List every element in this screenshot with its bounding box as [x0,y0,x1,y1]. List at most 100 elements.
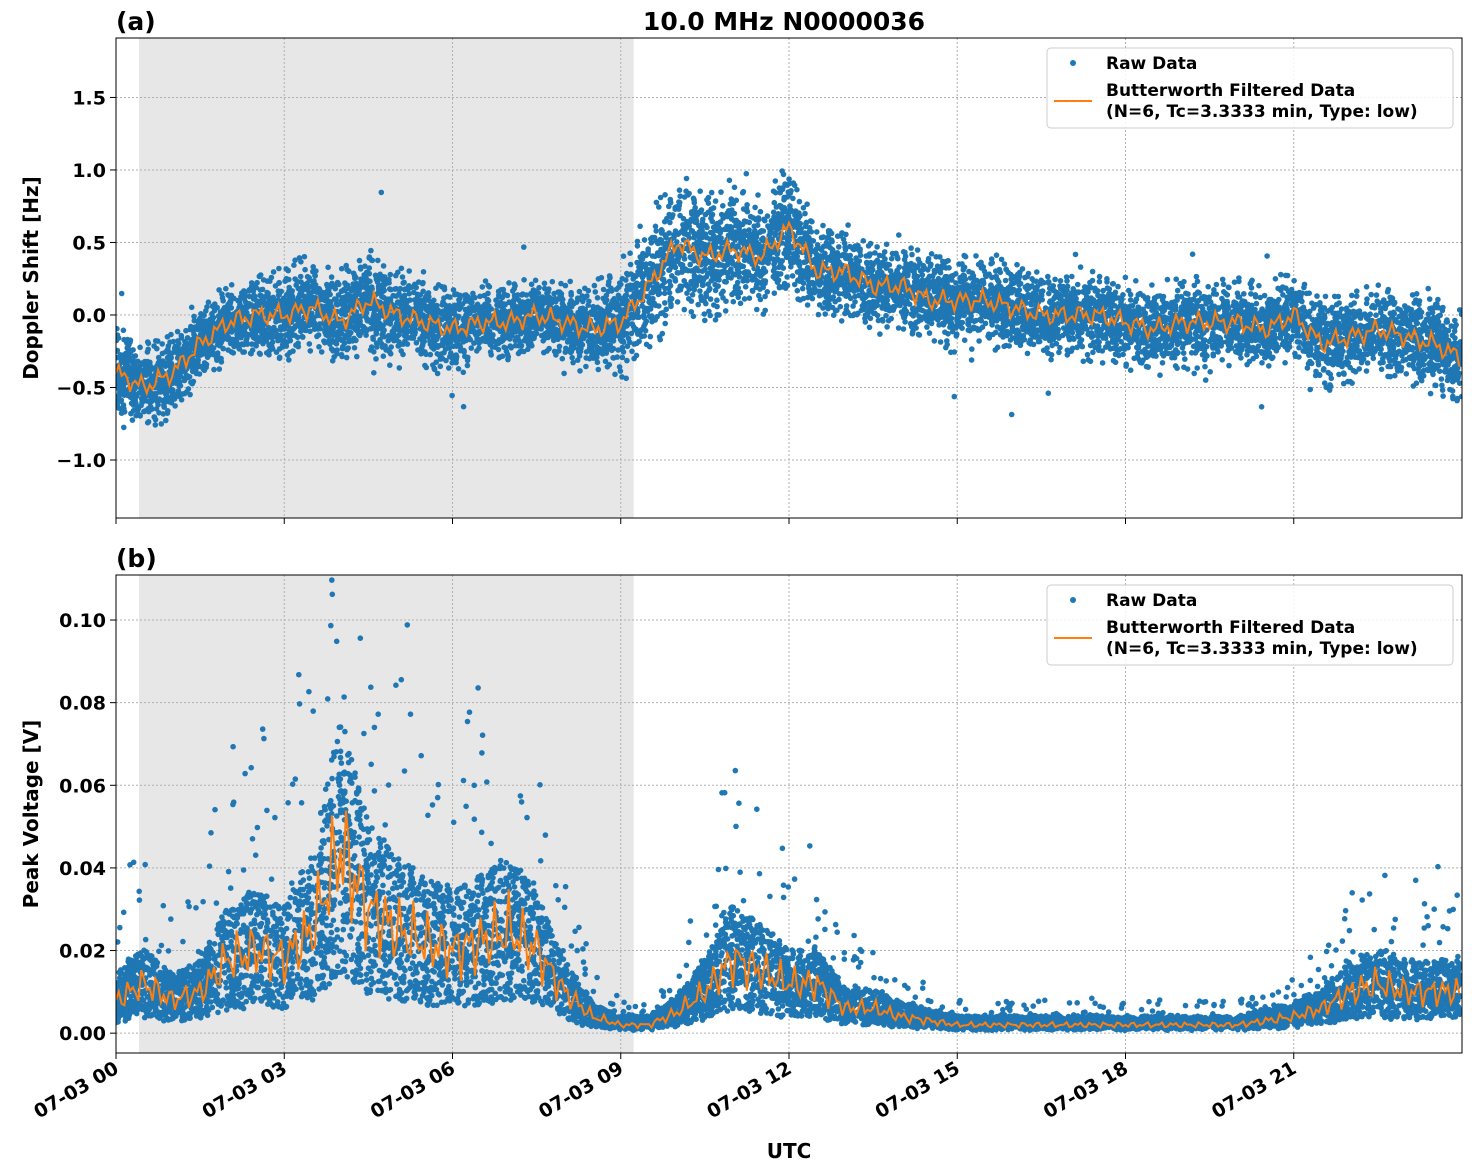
raw-point [992,347,999,353]
raw-point [1038,277,1044,284]
raw-point [159,350,166,357]
raw-point [794,287,801,294]
raw-point [730,298,737,305]
raw-point [687,261,693,268]
raw-point [647,333,654,340]
raw-point [1034,283,1040,290]
raw-point [884,324,890,330]
raw-point [183,327,189,334]
raw-data-points [116,168,1462,431]
raw-point [959,319,966,326]
raw-point [479,284,486,290]
raw-point [1248,291,1254,297]
y-tick-label: 1.0 [72,160,106,182]
raw-point [521,277,527,283]
raw-point [743,170,750,177]
raw-point [786,176,792,182]
raw-point [1002,277,1009,284]
raw-point [785,193,792,199]
raw-point [657,194,664,201]
raw-point [866,324,873,331]
raw-point [506,280,512,286]
raw-point [617,368,624,374]
raw-point [118,290,125,297]
raw-point [1205,283,1211,290]
raw-point [976,338,982,344]
raw-point [945,257,951,264]
raw-point [205,299,212,306]
raw-point [283,291,290,298]
raw-point [928,261,934,268]
raw-point [695,301,701,308]
raw-point [994,324,1001,330]
raw-point [484,296,491,303]
raw-point [860,238,867,244]
raw-point [977,261,983,267]
raw-point [1110,280,1116,287]
raw-point [211,366,217,373]
raw-point [720,203,726,209]
raw-point [1231,279,1238,286]
raw-point [937,339,944,345]
raw-point [1435,296,1441,303]
y-tick-label: −1.0 [56,450,106,472]
raw-point [411,289,417,296]
raw-point [1259,360,1265,366]
raw-point [1353,293,1360,300]
raw-point [395,343,402,349]
raw-point [1072,251,1079,258]
raw-point [820,222,826,229]
raw-point [116,325,120,332]
raw-point [594,295,601,301]
raw-point [943,344,949,351]
raw-point [845,222,851,228]
raw-point [662,300,668,306]
raw-point [837,303,844,310]
y-tick-label: 0.0 [72,305,106,327]
raw-point [378,189,385,196]
raw-point [1075,289,1082,295]
raw-point [771,290,778,297]
raw-point [733,197,740,204]
raw-point [1294,339,1301,345]
raw-point [757,286,763,292]
raw-point [290,348,296,354]
raw-point [1100,287,1106,294]
raw-point [803,219,810,226]
raw-point [1426,296,1433,302]
raw-point [1375,282,1382,289]
raw-point [1354,288,1360,295]
raw-point [1019,266,1026,272]
raw-point [362,263,368,270]
raw-point [746,219,753,226]
raw-point [662,320,668,327]
raw-point [727,201,734,207]
raw-point [1291,277,1297,284]
raw-point [722,308,729,314]
raw-point [594,359,601,366]
raw-point [804,201,810,207]
raw-point [551,348,558,355]
raw-point [532,277,539,284]
raw-point [116,347,121,354]
raw-point [1089,268,1096,275]
raw-point [1336,371,1342,378]
raw-point [1373,312,1379,319]
raw-point [1044,345,1050,351]
raw-point [460,369,467,376]
raw-point [800,205,807,211]
raw-point [1351,300,1357,306]
raw-point [576,288,583,295]
raw-point [735,294,742,301]
raw-point [301,253,308,260]
raw-point [413,284,420,291]
raw-point [446,365,452,371]
raw-point [1264,253,1270,259]
raw-point [1330,310,1336,316]
raw-point [711,302,717,308]
raw-point [1210,291,1217,297]
raw-point [1439,382,1445,389]
raw-point [895,325,902,331]
raw-point [925,255,932,262]
